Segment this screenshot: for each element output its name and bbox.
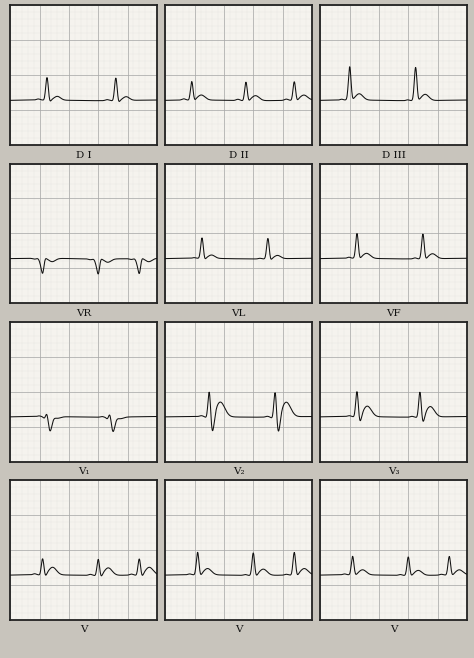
Text: VR: VR — [76, 309, 91, 318]
Text: V₁: V₁ — [78, 467, 90, 476]
Text: V₂: V₂ — [233, 467, 245, 476]
Text: VF: VF — [386, 309, 401, 318]
Text: V: V — [235, 626, 242, 634]
Text: D I: D I — [76, 151, 91, 160]
Text: V₃: V₃ — [388, 467, 400, 476]
Text: V: V — [390, 626, 397, 634]
Text: VL: VL — [231, 309, 246, 318]
Text: D III: D III — [382, 151, 406, 160]
Text: D II: D II — [229, 151, 248, 160]
Text: V: V — [80, 626, 87, 634]
